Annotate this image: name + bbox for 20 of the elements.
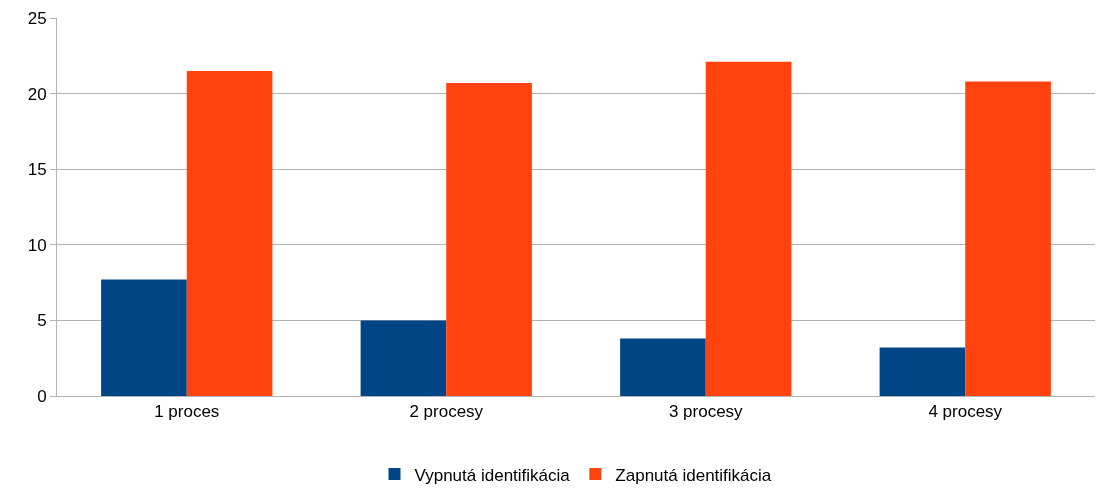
bar xyxy=(879,347,966,396)
bar xyxy=(446,83,532,396)
x-tick-label: 2 procesy xyxy=(409,402,484,422)
legend-label: Zapnutá identifikácia xyxy=(615,465,772,485)
bar xyxy=(620,338,706,396)
y-tick-label: 15 xyxy=(27,160,47,180)
bar xyxy=(101,279,187,396)
y-tick-label: 5 xyxy=(37,311,47,331)
y-tick-label: 10 xyxy=(27,235,47,255)
x-tick-label: 3 procesy xyxy=(668,402,744,422)
bar xyxy=(965,81,1051,396)
y-tick-label: 0 xyxy=(37,386,47,406)
bar xyxy=(186,70,273,396)
y-tick-label: 20 xyxy=(27,84,47,104)
x-tick-label: 1 proces xyxy=(154,402,220,422)
bar xyxy=(705,61,792,396)
legend-label: Vypnutá identifikácia xyxy=(414,465,571,485)
bar xyxy=(360,320,447,396)
y-tick-label: 25 xyxy=(27,8,47,28)
x-tick-label: 4 procesy xyxy=(928,402,1003,422)
